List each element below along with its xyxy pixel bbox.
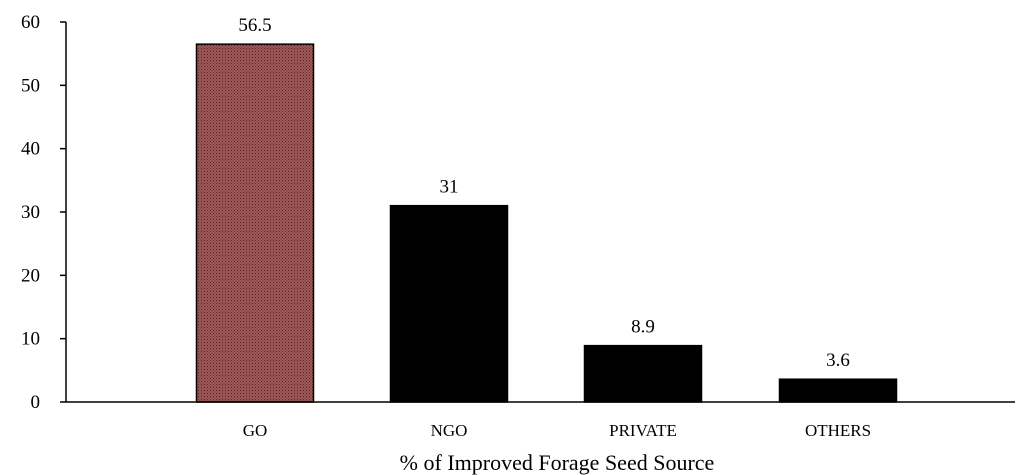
data-label-others: 3.6 xyxy=(826,350,850,371)
bars xyxy=(195,43,898,403)
y-axis: 0 10 20 30 40 50 60 xyxy=(21,12,67,413)
y-tick-label: 40 xyxy=(21,139,40,160)
y-tick-label: 30 xyxy=(21,202,40,223)
bar-others xyxy=(778,378,898,403)
data-labels: 56.5 31 8.9 3.6 xyxy=(238,15,850,371)
y-tick-label: 60 xyxy=(21,12,40,33)
data-label-ngo: 31 xyxy=(440,177,459,198)
y-tick-label: 0 xyxy=(31,392,41,413)
bar-go xyxy=(195,43,315,403)
x-tick-label-others: OTHERS xyxy=(805,421,871,440)
x-tick-label-private: PRIVATE xyxy=(609,421,677,440)
y-tick-label: 50 xyxy=(21,75,40,96)
x-axis-title: % of Improved Forage Seed Source xyxy=(400,450,715,475)
x-tick-label-go: GO xyxy=(243,421,268,440)
x-axis: GO NGO PRIVATE OTHERS xyxy=(66,401,1015,440)
y-tick-label: 20 xyxy=(21,265,40,286)
x-tick-label-ngo: NGO xyxy=(431,421,468,440)
data-label-go: 56.5 xyxy=(238,15,271,36)
bar-private xyxy=(583,344,703,403)
bar-ngo xyxy=(389,204,509,403)
y-tick-label: 10 xyxy=(21,329,40,350)
data-label-private: 8.9 xyxy=(631,317,655,338)
